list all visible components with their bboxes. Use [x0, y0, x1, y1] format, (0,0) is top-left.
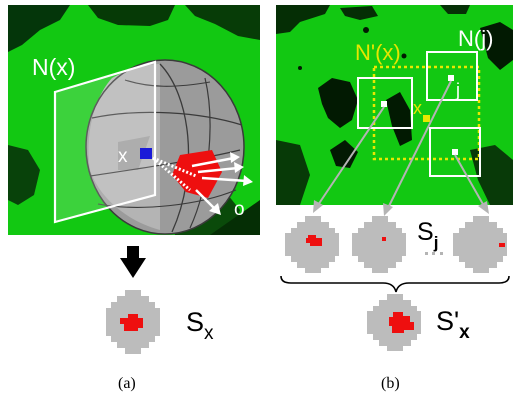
point-x-yellow	[423, 115, 430, 122]
panel-a-scene	[8, 5, 260, 235]
signature-sj-label: Sj	[417, 218, 438, 252]
panel-b-scene	[276, 5, 513, 205]
normal-arrows	[191, 152, 253, 215]
signature-sj-main: S	[417, 218, 434, 246]
neighbor-box-2	[426, 51, 478, 101]
signature-sx-sub: x	[204, 323, 214, 344]
region-label-nprime: N'(x)	[355, 40, 401, 65]
curly-brace	[280, 275, 510, 293]
arrow-label-o: o	[234, 199, 245, 220]
point-label-x-b: x	[413, 98, 422, 118]
neighbor-point-3	[452, 149, 458, 155]
neighbor-point-2	[448, 75, 454, 81]
signature-sx-main: S	[186, 307, 204, 337]
panel-b: N'(x) N(j) x j Sj	[276, 5, 513, 392]
connector-arrows	[313, 80, 489, 216]
region-label-nj: N(j)	[458, 26, 493, 51]
signature-sj-sub: j	[433, 233, 439, 252]
tangent-plane	[53, 60, 157, 224]
caption-a: (a)	[118, 375, 136, 392]
down-arrow	[120, 246, 146, 278]
signature-j-blob-3	[453, 216, 507, 273]
signature-sx-label: Sx	[186, 307, 214, 344]
panel-a: N(x) x o Sx (a)	[8, 5, 260, 392]
point-label-j: j	[455, 80, 460, 100]
signature-j-blob-1	[285, 216, 339, 273]
signature-sx-blob	[106, 290, 160, 354]
signature-sprime-main: S'	[436, 306, 459, 336]
signature-j-blob-2	[352, 216, 406, 273]
neighbor-box-3	[429, 127, 481, 177]
signature-sprime-label: S'x	[436, 306, 470, 343]
region-label-nx: N(x)	[32, 54, 75, 80]
neighbor-box-1	[357, 77, 413, 129]
caption-b: (b)	[381, 375, 400, 392]
ellipsis-dots	[425, 252, 443, 255]
signature-sprime-sub: x	[459, 322, 470, 343]
region-nprime-box	[372, 65, 481, 161]
point-label-x: x	[118, 146, 128, 167]
point-x-marker	[140, 148, 152, 159]
signature-agg-blob	[367, 294, 421, 351]
neighbor-point-1	[381, 101, 387, 107]
